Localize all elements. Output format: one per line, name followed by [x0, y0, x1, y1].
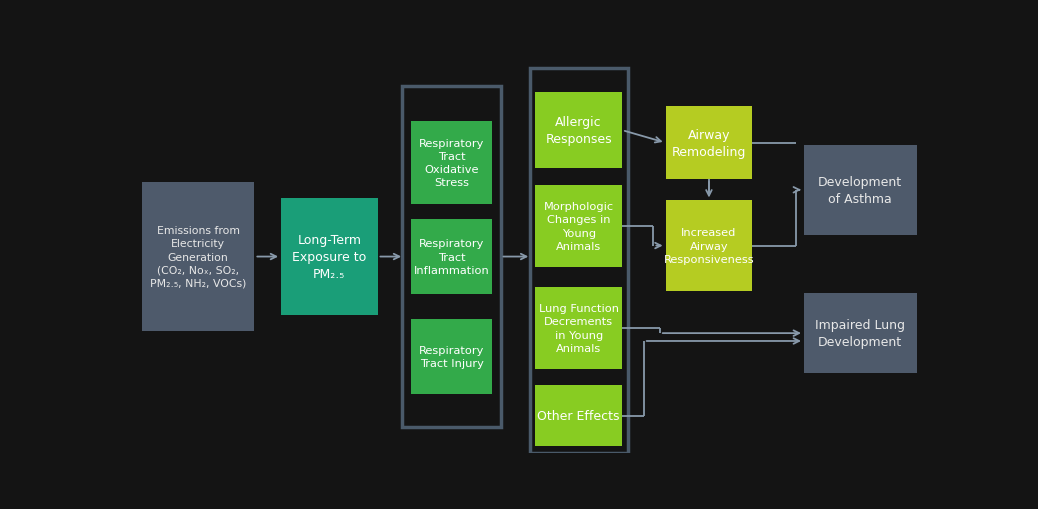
Text: Respiratory
Tract
Inflammation: Respiratory Tract Inflammation [414, 239, 489, 275]
Text: Airway
Remodeling: Airway Remodeling [672, 128, 746, 158]
Text: Long-Term
Exposure to
PM₂.₅: Long-Term Exposure to PM₂.₅ [292, 234, 366, 280]
FancyBboxPatch shape [411, 220, 492, 294]
FancyBboxPatch shape [803, 293, 917, 374]
Text: Respiratory
Tract
Oxidative
Stress: Respiratory Tract Oxidative Stress [419, 138, 484, 188]
FancyBboxPatch shape [536, 185, 622, 268]
FancyBboxPatch shape [411, 122, 492, 204]
Text: Morphologic
Changes in
Young
Animals: Morphologic Changes in Young Animals [544, 202, 613, 251]
FancyBboxPatch shape [803, 146, 917, 236]
Text: Lung Function
Decrements
in Young
Animals: Lung Function Decrements in Young Animal… [539, 304, 619, 353]
FancyBboxPatch shape [665, 201, 753, 291]
FancyBboxPatch shape [536, 287, 622, 370]
Text: Emissions from
Electricity
Generation
(CO₂, Noₓ, SO₂,
PM₂.₅, NH₂, VOCs): Emissions from Electricity Generation (C… [149, 225, 246, 289]
Text: Allergic
Responses: Allergic Responses [545, 116, 612, 146]
FancyBboxPatch shape [665, 107, 753, 180]
Text: Other Effects: Other Effects [538, 409, 620, 422]
Text: Development
of Asthma: Development of Asthma [818, 176, 902, 206]
FancyBboxPatch shape [281, 198, 378, 316]
FancyBboxPatch shape [411, 320, 492, 394]
FancyBboxPatch shape [536, 93, 622, 169]
Text: Respiratory
Tract Injury: Respiratory Tract Injury [419, 346, 484, 369]
Text: Impaired Lung
Development: Impaired Lung Development [815, 319, 905, 349]
FancyBboxPatch shape [536, 385, 622, 446]
FancyBboxPatch shape [142, 183, 254, 331]
Text: Increased
Airway
Responsiveness: Increased Airway Responsiveness [663, 228, 755, 264]
